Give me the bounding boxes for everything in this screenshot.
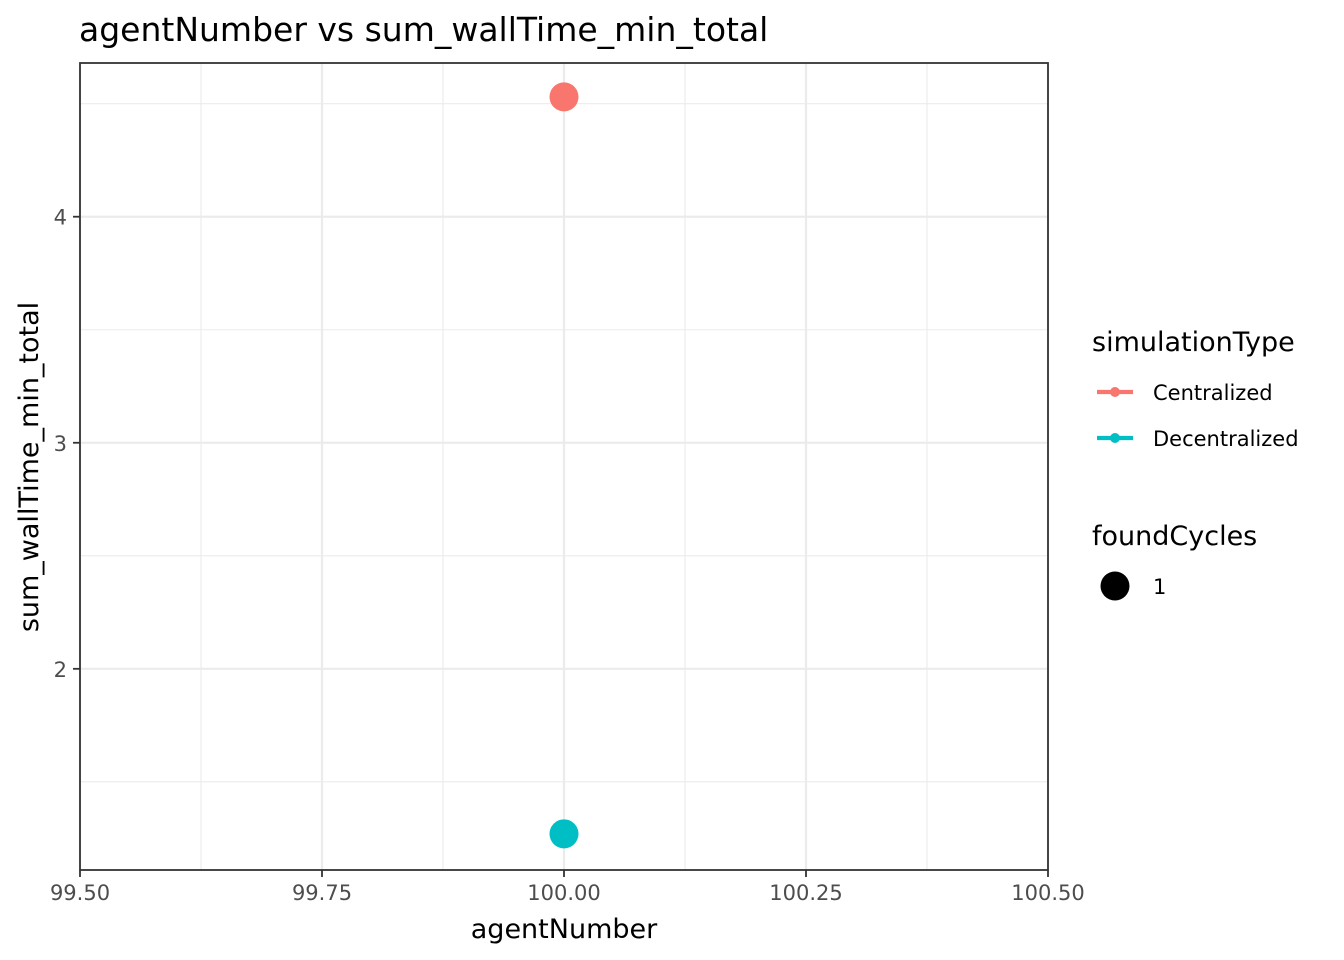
legend-key-point <box>1110 433 1120 443</box>
y-tick-label: 4 <box>54 206 67 230</box>
x-axis: 99.50 99.75 100.00 100.25 100.50 <box>50 870 1085 905</box>
legend-label: Decentralized <box>1153 427 1299 451</box>
legend-size-key <box>1100 571 1130 601</box>
x-tick-label: 99.50 <box>50 881 110 905</box>
x-axis-label: agentNumber <box>471 914 658 945</box>
data-point-decentralized <box>549 819 579 849</box>
legend-label: 1 <box>1153 575 1166 599</box>
data-point-centralized <box>549 82 579 112</box>
legend-label: Centralized <box>1153 381 1273 405</box>
legend-key-point <box>1110 387 1120 397</box>
legend: simulationType Centralized Decentralized fo… <box>1092 327 1299 601</box>
y-tick-label: 2 <box>54 658 67 682</box>
x-tick-label: 100.00 <box>527 881 600 905</box>
y-axis: 2 3 4 <box>54 206 80 682</box>
y-axis-label: sum_wallTime_min_total <box>14 302 45 632</box>
chart-title: agentNumber vs sum_wallTime_min_total <box>79 10 768 49</box>
x-tick-label: 100.25 <box>769 881 842 905</box>
data-points <box>549 82 579 849</box>
y-tick-label: 3 <box>54 432 67 456</box>
x-tick-label: 100.50 <box>1011 881 1084 905</box>
legend-title-foundcycles: foundCycles <box>1092 521 1257 552</box>
legend-title-simulationtype: simulationType <box>1092 327 1295 358</box>
x-tick-label: 99.75 <box>292 881 352 905</box>
